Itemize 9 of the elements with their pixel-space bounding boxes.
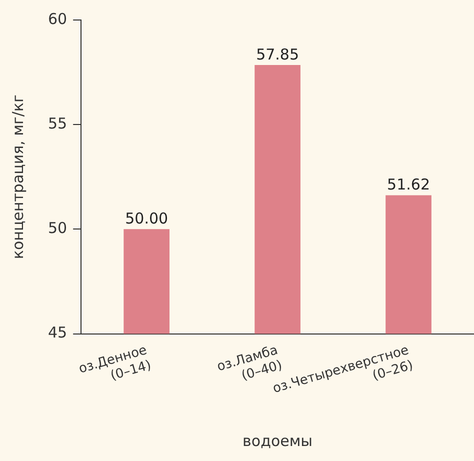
data-label: 57.85 <box>256 45 300 64</box>
y-axis-title: концентрация, мг/кг <box>8 94 27 260</box>
y-tick-label: 60 <box>48 10 68 28</box>
y-tick-label: 55 <box>48 114 68 132</box>
data-label: 50.00 <box>125 210 168 228</box>
y-tick-label: 45 <box>48 324 68 342</box>
y-tick-label: 50 <box>48 219 68 238</box>
data-label: 51.62 <box>387 176 430 194</box>
x-axis-title: водоемы <box>242 432 313 450</box>
